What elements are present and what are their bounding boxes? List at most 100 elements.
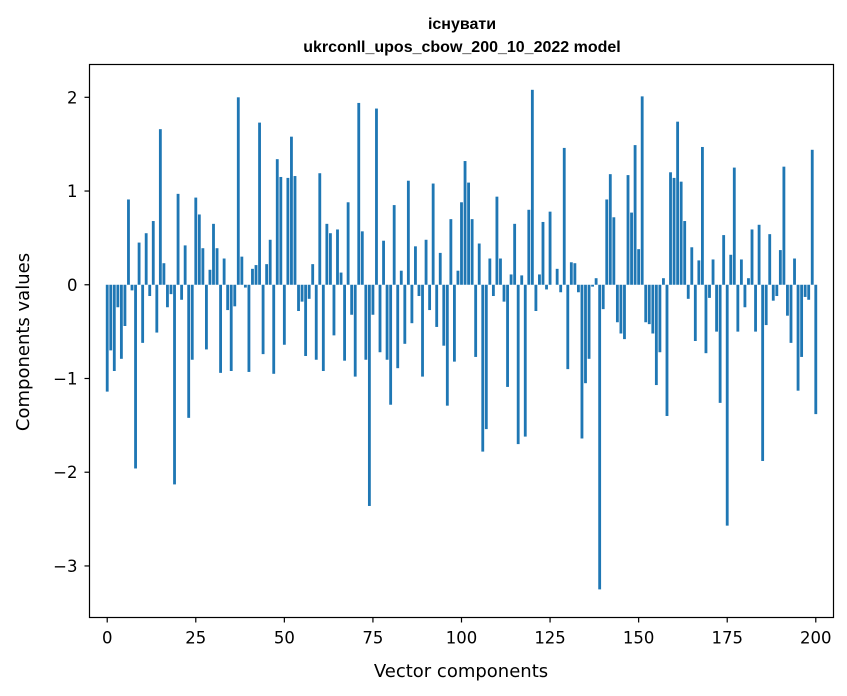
bar-114 — [509, 274, 513, 285]
bar-17 — [166, 284, 169, 308]
y-tick-label--1: −1 — [53, 369, 77, 388]
bar-33 — [222, 258, 226, 285]
x-tick-label-75: 75 — [362, 629, 383, 648]
bar-107 — [484, 284, 488, 430]
bar-100 — [460, 202, 463, 285]
bar-116 — [516, 284, 520, 445]
bar-182 — [750, 229, 754, 285]
bar-198 — [807, 284, 811, 300]
bar-37 — [236, 97, 240, 285]
bar-185 — [761, 284, 765, 461]
bar-158 — [665, 284, 669, 416]
bar-190 — [778, 250, 782, 285]
bar-69 — [350, 284, 354, 315]
bar-101 — [463, 161, 467, 285]
x-tick-label-25: 25 — [185, 629, 206, 648]
bar-51 — [286, 177, 290, 285]
bar-154 — [651, 284, 655, 334]
bar-21 — [180, 284, 184, 300]
chart-title-line2: ukrconll_upos_cbow_200_10_2022 model — [303, 39, 620, 56]
y-tick-label-0: 0 — [67, 276, 78, 295]
bar-10 — [141, 284, 145, 343]
bar-181 — [747, 278, 750, 285]
bar-160 — [672, 177, 676, 285]
bar-130 — [566, 284, 570, 370]
bar-151 — [640, 96, 644, 285]
bar-74 — [367, 284, 371, 506]
y-tick-label--3: −3 — [53, 557, 77, 576]
bar-54 — [297, 284, 300, 311]
bar-53 — [293, 176, 297, 285]
bar-138 — [594, 278, 598, 285]
bar-19 — [173, 284, 176, 485]
bar-47 — [272, 284, 276, 374]
bar-152 — [644, 284, 648, 323]
bar-102 — [467, 182, 470, 285]
bar-191 — [782, 166, 786, 285]
bar-40 — [247, 284, 251, 372]
bar-75 — [371, 284, 375, 315]
bar-56 — [304, 284, 308, 356]
bar-49 — [279, 176, 283, 285]
bar-68 — [346, 202, 350, 285]
bar-197 — [803, 284, 807, 297]
bar-161 — [676, 121, 680, 285]
x-tick-label-0: 0 — [102, 629, 113, 648]
bar-108 — [488, 258, 492, 285]
bar-175 — [725, 284, 729, 526]
bar-43 — [258, 122, 261, 285]
bar-133 — [577, 284, 580, 293]
bar-150 — [637, 249, 641, 285]
x-tick-label-100: 100 — [446, 629, 478, 648]
bar-94 — [438, 252, 442, 285]
bar-196 — [800, 284, 804, 357]
bar-78 — [382, 240, 385, 285]
bar-103 — [470, 219, 474, 285]
bar-52 — [290, 136, 293, 285]
bar-110 — [495, 196, 499, 285]
bar-98 — [453, 284, 456, 362]
bar-176 — [729, 254, 733, 285]
bar-171 — [711, 259, 715, 285]
bar-137 — [591, 284, 594, 287]
bar-93 — [435, 284, 439, 327]
bar-179 — [739, 259, 743, 285]
y-tick-label-2: 2 — [67, 88, 78, 107]
bar-132 — [573, 263, 577, 285]
bar-113 — [506, 284, 509, 387]
bar-167 — [697, 260, 701, 285]
y-axis-ticks: −3 −2 −1 0 1 2 — [53, 88, 90, 576]
bar-48 — [275, 159, 279, 285]
bar-5 — [123, 284, 127, 326]
x-tick-label-175: 175 — [711, 629, 743, 648]
bar-90 — [424, 239, 428, 285]
bar-12 — [148, 284, 152, 297]
bar-61 — [321, 284, 325, 371]
bar-104 — [474, 284, 478, 357]
bar-140 — [601, 284, 605, 310]
bar-141 — [605, 199, 609, 285]
bar-41 — [251, 268, 254, 285]
bar-166 — [693, 284, 697, 341]
bar-144 — [615, 284, 619, 323]
bar-45 — [265, 264, 269, 285]
bar-149 — [633, 145, 637, 285]
bar-148 — [630, 212, 633, 285]
bar-85 — [406, 180, 410, 285]
bar-123 — [541, 221, 545, 285]
bar-121 — [534, 284, 538, 311]
bar-26 — [197, 214, 201, 285]
bar-83 — [399, 270, 403, 285]
bar-63 — [329, 233, 332, 285]
bar-92 — [431, 183, 435, 285]
bar-97 — [449, 219, 453, 285]
bar-86 — [410, 284, 414, 324]
bar-186 — [764, 284, 768, 326]
bar-79 — [385, 284, 389, 360]
bar-30 — [212, 223, 215, 285]
bar-46 — [268, 239, 272, 285]
bar-120 — [530, 89, 534, 285]
bar-200 — [814, 284, 818, 415]
x-axis-label: Vector components — [374, 661, 548, 682]
